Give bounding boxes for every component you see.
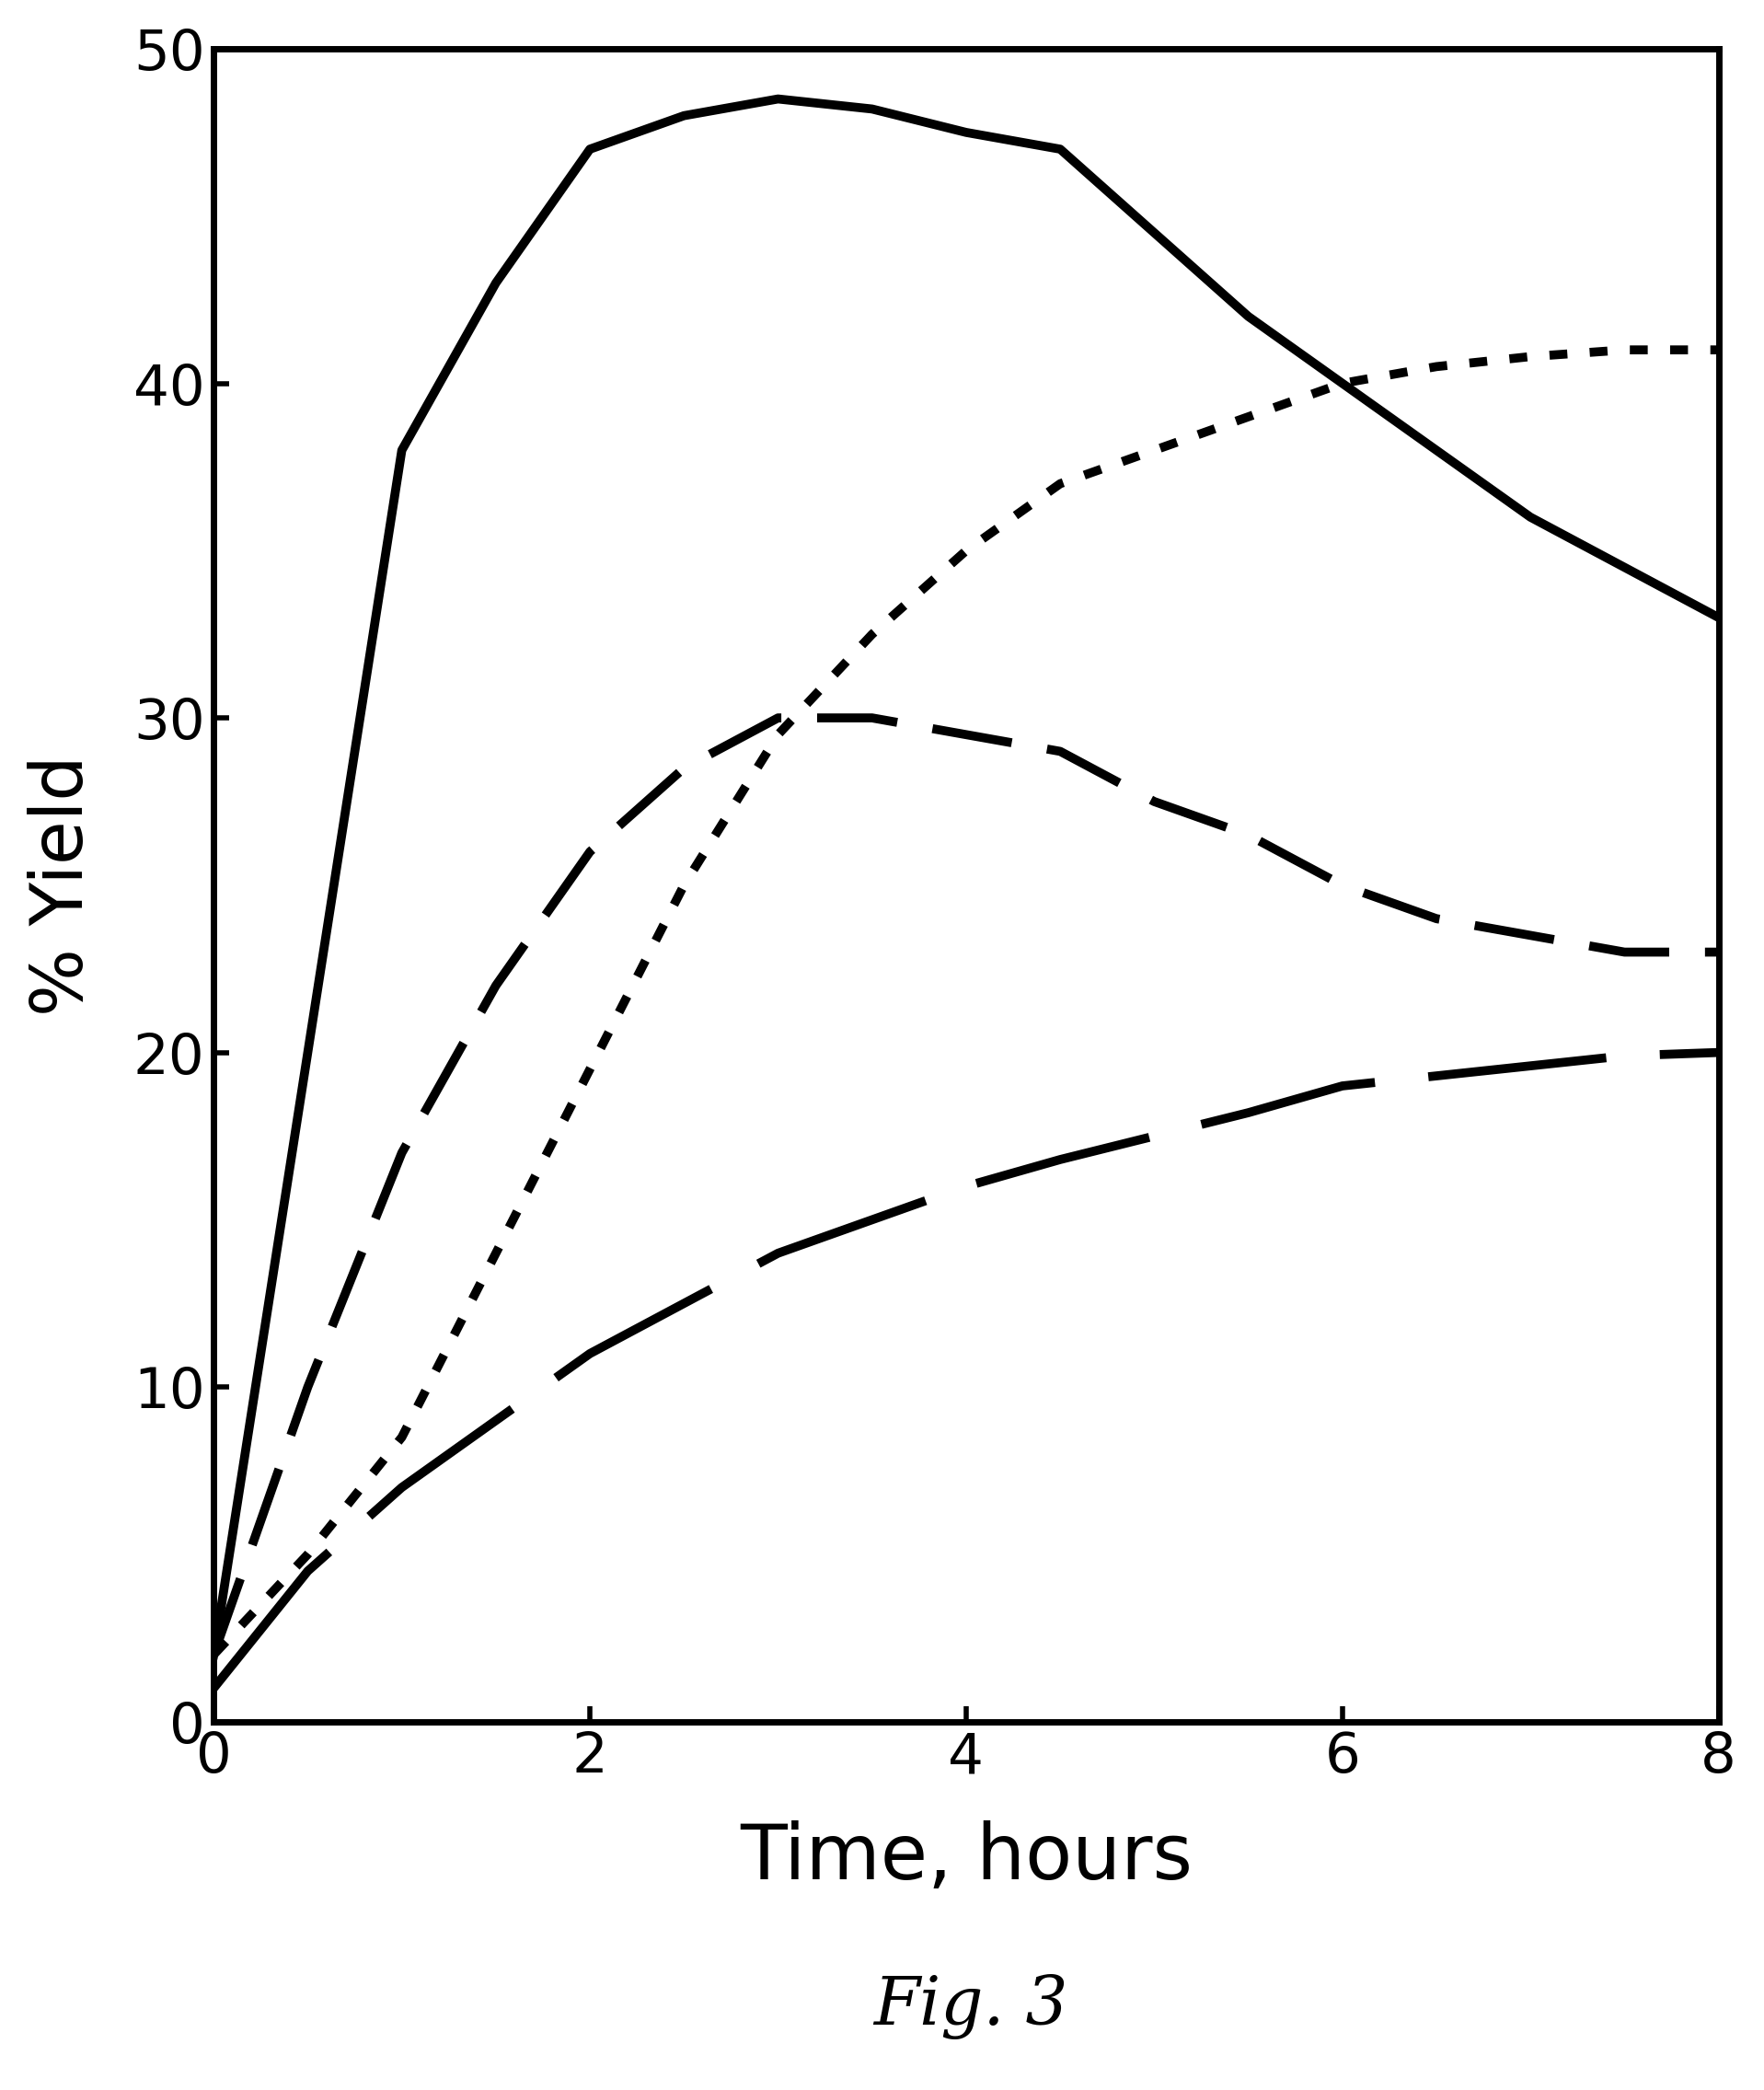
- Y-axis label: % Yield: % Yield: [28, 754, 97, 1016]
- X-axis label: Time, hours: Time, hours: [739, 1820, 1192, 1896]
- Text: Fig. 3: Fig. 3: [873, 1973, 1067, 2040]
